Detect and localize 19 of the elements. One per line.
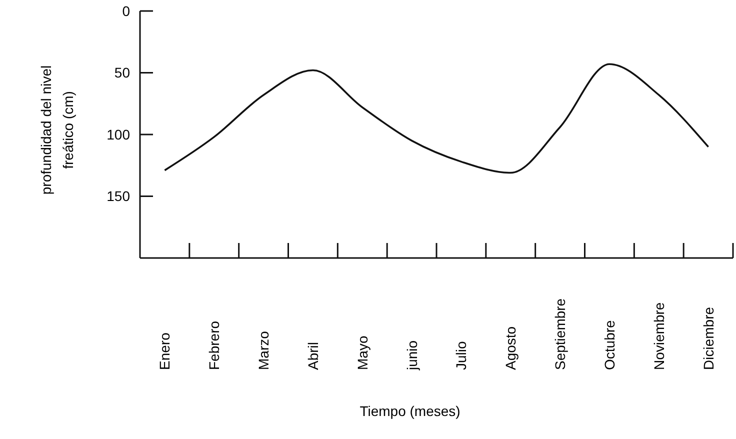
x-tick-label: Marzo (256, 330, 272, 370)
x-tick-label: Enero (156, 332, 173, 370)
y-tick-label: 50 (114, 64, 130, 81)
x-tick-label: Septiembre (552, 298, 568, 370)
y-tick-label: 100 (106, 126, 130, 142)
y-tick-label: 0 (122, 2, 130, 19)
x-tick-label: Julio (453, 340, 470, 370)
x-tick-label: Abril (304, 342, 321, 370)
x-tick-label: Mayo (354, 336, 370, 370)
x-tick-label: Octubre (601, 320, 618, 370)
y-axis-title: profundidad del nivel freático (cm) (38, 65, 76, 195)
y-tick-label: 150 (106, 188, 130, 204)
x-tick-label: Febrero (206, 320, 222, 370)
x-tick-label: Noviembre (650, 302, 667, 370)
line-series (164, 63, 710, 174)
x-tick-label: junio (404, 340, 420, 371)
x-tick-label: Agosto (502, 326, 519, 370)
x-tick-label: Diciembre (700, 306, 716, 370)
x-axis-title: Tiempo (meses) (360, 403, 460, 419)
